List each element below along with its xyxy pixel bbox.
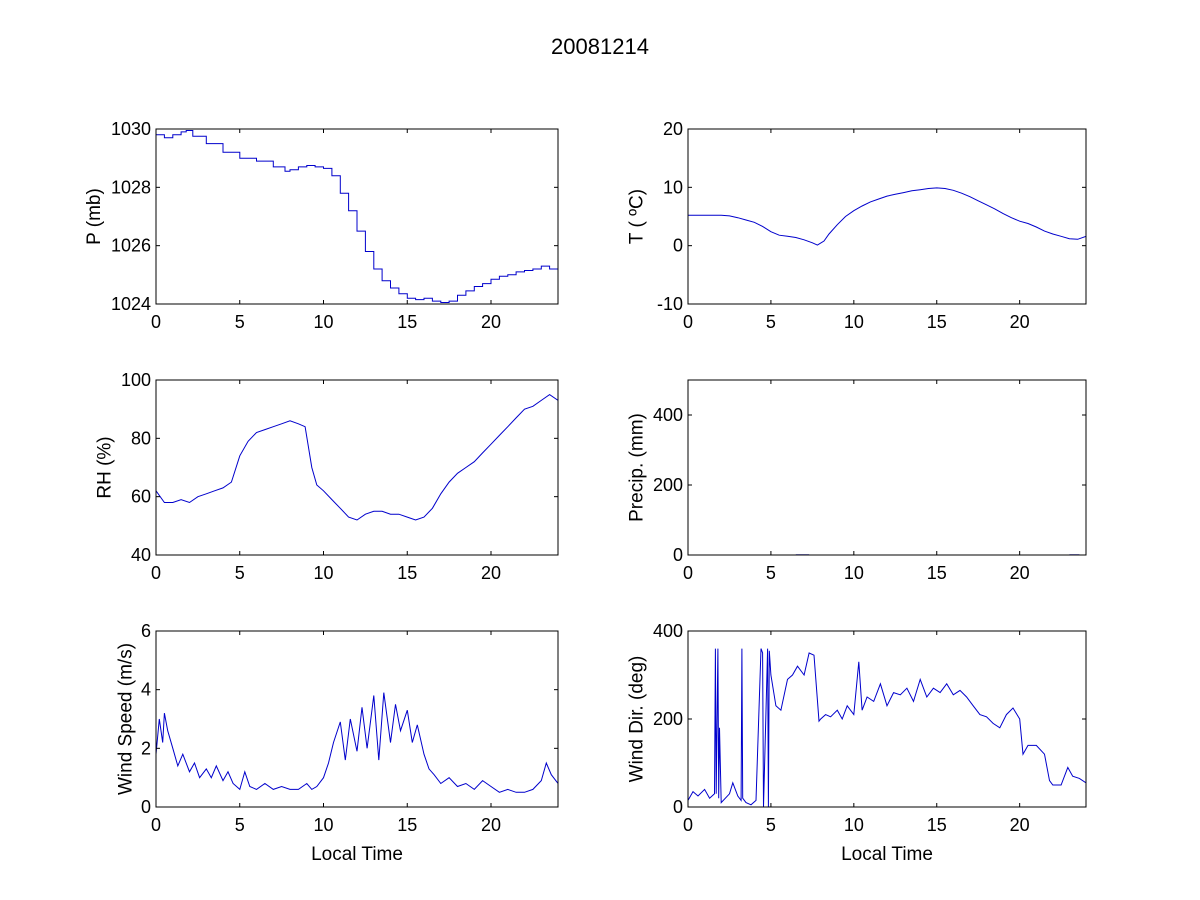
axes-frame [155,379,559,556]
y-tick-label: 0 [141,797,151,817]
y-axis-label: T ( ºC) [627,189,648,244]
x-axis-label: Local Time [311,844,403,865]
plot-area [156,380,558,555]
axes-frame [155,128,559,305]
y-tick-label: 1026 [111,236,151,256]
x-tick-label: 10 [313,815,333,835]
x-tick-label: 5 [235,563,245,583]
x-tick-label: 10 [844,563,864,583]
x-tick-label: 10 [844,312,864,332]
x-tick-label: 10 [313,312,333,332]
series-line-windspeed-0 [156,692,558,793]
x-tick-label: 0 [683,563,693,583]
y-tick-label: 400 [653,621,683,641]
x-tick-label: 15 [927,563,947,583]
y-tick-label: 0 [673,236,683,256]
y-tick-label: 400 [653,405,683,425]
y-tick-label: 1024 [111,294,151,314]
chart-panel-humidity: 0 5 10 15 20 40 60 80 100 RH (%) [95,370,559,583]
plot-area [688,631,1086,807]
y-tick-label: 2 [141,738,151,758]
y-axis-label: RH (%) [95,436,116,498]
plot-area [688,129,1086,304]
x-tick-label: 0 [683,312,693,332]
x-tick-label: 20 [481,815,501,835]
y-axis-label: Wind Speed (m/s) [116,643,137,795]
x-tick-label: 0 [151,312,161,332]
y-tick-label: 0 [673,797,683,817]
x-tick-label: 20 [481,312,501,332]
x-tick-label: 10 [844,815,864,835]
x-tick-label: 20 [1010,815,1030,835]
x-tick-label: 15 [927,312,947,332]
chart-panel-pressure: 0 5 10 15 20 1024 1026 1028 1030 P (mb) [84,119,559,332]
series-line-winddir-0 [688,648,1086,807]
y-tick-label: 4 [141,680,151,700]
y-tick-label: 40 [131,545,151,565]
y-tick-label: 100 [121,370,151,390]
axes-frame [687,379,1087,556]
axes-frame [687,128,1087,305]
y-tick-label: 6 [141,621,151,641]
y-tick-label: 80 [131,428,151,448]
x-axis-label: Local Time [841,844,933,865]
x-tick-label: 20 [481,563,501,583]
y-axis-label: Precip. (mm) [627,413,648,522]
y-tick-label: 1028 [111,177,151,197]
series-line-pressure-0 [156,130,558,303]
x-tick-label: 15 [927,815,947,835]
x-tick-label: 5 [766,563,776,583]
y-axis-label: P (mb) [84,188,105,245]
x-tick-label: 20 [1010,312,1030,332]
y-tick-label: 1030 [111,119,151,139]
x-tick-label: 5 [766,312,776,332]
y-tick-label: 200 [653,475,683,495]
y-tick-label: 10 [663,177,683,197]
x-tick-label: 15 [397,563,417,583]
y-tick-label: 60 [131,487,151,507]
x-tick-label: 0 [151,563,161,583]
y-tick-label: 20 [663,119,683,139]
x-tick-label: 5 [235,312,245,332]
figure-title: 20081214 [551,34,649,59]
axes-frame [155,630,559,808]
x-tick-label: 20 [1010,563,1030,583]
x-tick-label: 5 [235,815,245,835]
x-tick-label: 0 [683,815,693,835]
x-tick-label: 10 [313,563,333,583]
y-axis-label: Wind Dir. (deg) [627,656,648,783]
series-line-temperature-0 [688,187,1086,246]
y-tick-label: 0 [673,545,683,565]
x-tick-label: 15 [397,815,417,835]
x-tick-label: 5 [766,815,776,835]
series-line-humidity-0 [156,393,558,521]
x-tick-label: 15 [397,312,417,332]
plot-area [688,380,1086,555]
y-tick-label: -10 [657,294,683,314]
plot-area [156,631,558,807]
x-tick-label: 0 [151,815,161,835]
y-tick-label: 200 [653,709,683,729]
